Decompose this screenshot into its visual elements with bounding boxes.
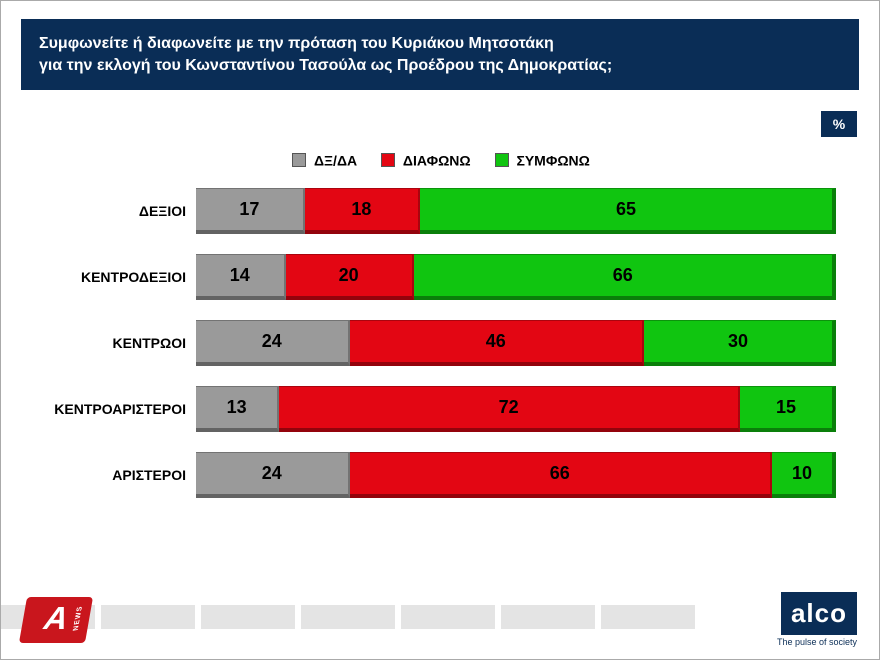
footer-boxes (1, 605, 695, 629)
bar-rows: ΔΕΞΙΟΙ171865ΚΕΝΤΡΟΔΕΞΙΟΙ142066ΚΕΝΤΡΩΟΙ24… (46, 188, 836, 498)
bar-track: 171865 (196, 188, 836, 234)
bar-segment-dk: 13 (196, 386, 279, 432)
bar-track: 137215 (196, 386, 836, 432)
bar-segment-disagree: 20 (286, 254, 414, 300)
legend-label-dk: ΔΞ/ΔΑ (314, 152, 357, 168)
bar-track: 246610 (196, 452, 836, 498)
bar-row: ΚΕΝΤΡΟΔΕΞΙΟΙ142066 (46, 254, 836, 300)
bar-row: ΚΕΝΤΡΩΟΙ244630 (46, 320, 836, 366)
legend-swatch-agree (495, 153, 509, 167)
row-label: ΔΕΞΙΟΙ (46, 203, 196, 219)
row-label: ΚΕΝΤΡΟΑΡΙΣΤΕΡΟΙ (46, 401, 196, 417)
legend-swatch-disagree (381, 153, 395, 167)
footer: A alco The pulse of society (1, 599, 879, 659)
footer-box (401, 605, 495, 629)
legend-item-disagree: ΔΙΑΦΩΝΩ (381, 151, 471, 168)
bar-segment-agree: 65 (420, 188, 836, 234)
alco-box: alco (781, 592, 857, 635)
bar-segment-agree: 66 (414, 254, 836, 300)
legend-label-agree: ΣΥΜΦΩΝΩ (516, 152, 589, 168)
bar-segment-disagree: 66 (350, 452, 772, 498)
bar-segment-agree: 30 (644, 320, 836, 366)
footer-box (301, 605, 395, 629)
percent-badge: % (821, 111, 857, 137)
bar-segment-dk: 14 (196, 254, 286, 300)
legend-swatch-dk (292, 153, 306, 167)
bar-row: ΑΡΙΣΤΕΡΟΙ246610 (46, 452, 836, 498)
bar-segment-disagree: 18 (305, 188, 420, 234)
bar-segment-agree: 15 (740, 386, 836, 432)
bar-track: 244630 (196, 320, 836, 366)
bar-segment-disagree: 46 (350, 320, 644, 366)
bar-row: ΔΕΞΙΟΙ171865 (46, 188, 836, 234)
row-label: ΑΡΙΣΤΕΡΟΙ (46, 467, 196, 483)
footer-box (101, 605, 195, 629)
alco-logo: alco The pulse of society (777, 592, 857, 647)
legend-label-disagree: ΔΙΑΦΩΝΩ (403, 152, 471, 168)
bar-segment-dk: 17 (196, 188, 305, 234)
footer-box (601, 605, 695, 629)
alpha-news-logo: A (19, 597, 93, 643)
bar-segment-disagree: 72 (279, 386, 740, 432)
bar-row: ΚΕΝΤΡΟΑΡΙΣΤΕΡΟΙ137215 (46, 386, 836, 432)
bar-track: 142066 (196, 254, 836, 300)
title-line1: Συμφωνείτε ή διαφωνείτε με την πρόταση τ… (39, 35, 554, 52)
legend-item-agree: ΣΥΜΦΩΝΩ (495, 151, 590, 168)
footer-box (201, 605, 295, 629)
bar-segment-dk: 24 (196, 320, 350, 366)
legend-item-dk: ΔΞ/ΔΑ (292, 151, 357, 168)
legend: ΔΞ/ΔΑ ΔΙΑΦΩΝΩ ΣΥΜΦΩΝΩ (46, 151, 836, 168)
title-bar: Συμφωνείτε ή διαφωνείτε με την πρόταση τ… (21, 19, 859, 90)
alco-tagline: The pulse of society (777, 637, 857, 647)
row-label: ΚΕΝΤΡΟΔΕΞΙΟΙ (46, 269, 196, 285)
footer-box (501, 605, 595, 629)
bar-segment-agree: 10 (772, 452, 836, 498)
title-line2: για την εκλογή του Κωνσταντίνου Τασούλα … (39, 57, 612, 74)
chart-area: ΔΞ/ΔΑ ΔΙΑΦΩΝΩ ΣΥΜΦΩΝΩ ΔΕΞΙΟΙ171865 ΚΕΝΤΡΟ… (46, 151, 836, 561)
bar-segment-dk: 24 (196, 452, 350, 498)
row-label: ΚΕΝΤΡΩΟΙ (46, 335, 196, 351)
